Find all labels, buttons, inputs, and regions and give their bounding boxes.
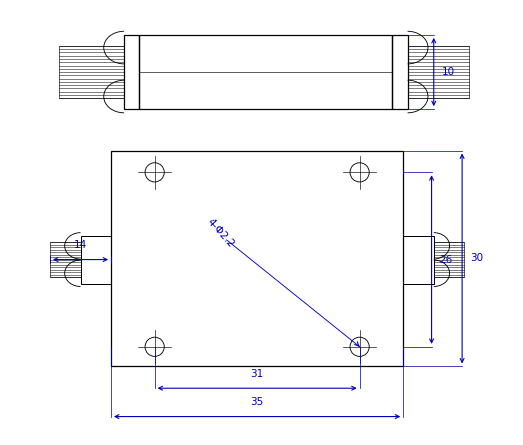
Bar <box>50 242 81 277</box>
Bar <box>140 35 392 109</box>
Bar <box>434 242 464 277</box>
Text: 10: 10 <box>441 67 454 77</box>
Bar <box>124 35 140 109</box>
Text: 4-Φ2.2: 4-Φ2.2 <box>204 217 235 250</box>
Bar <box>81 235 111 283</box>
Bar <box>392 35 407 109</box>
Bar <box>403 235 434 283</box>
Bar <box>111 150 403 366</box>
Text: 30: 30 <box>470 254 483 263</box>
Text: 26: 26 <box>439 255 453 265</box>
Bar <box>59 46 124 98</box>
Text: 31: 31 <box>251 368 264 379</box>
Bar <box>407 46 469 98</box>
Text: 35: 35 <box>251 397 264 407</box>
Text: 14: 14 <box>74 240 87 250</box>
